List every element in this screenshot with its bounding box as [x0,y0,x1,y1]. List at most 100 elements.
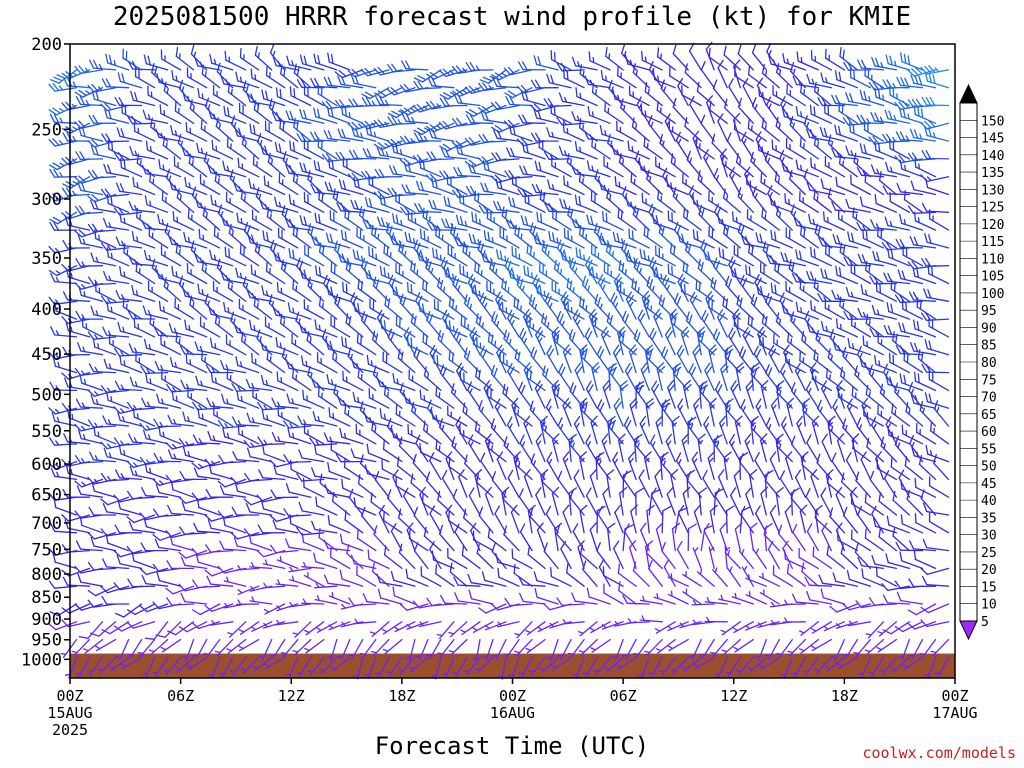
wind-barb [455,144,481,160]
barb-feather [296,79,303,89]
barb-feather [578,118,582,129]
wind-barb [275,336,299,356]
barb-feather [365,97,372,107]
barb-feather [377,190,385,199]
barb-feather [214,171,218,182]
wind-barb [810,50,833,71]
barb-feather [874,194,877,205]
wind-barb [889,138,911,160]
barb-feather [143,338,148,349]
barb-feather [761,63,765,75]
barb-feather [904,164,907,172]
barb-feather [591,137,594,148]
barb-feather [224,246,227,257]
barb-feather [566,70,569,81]
wind-barb [875,281,898,302]
wind-barb [656,100,676,124]
wind-barb [159,104,182,124]
barb-feather [817,97,824,107]
barb-feather [303,55,308,66]
wind-barb [660,79,676,107]
wind-barb [550,50,572,71]
barb-feather [603,184,607,191]
wind-barb [74,65,104,75]
barb-feather [440,147,446,158]
barb-feather [53,221,60,231]
barb-feather [185,353,188,364]
barb-feather [435,249,439,260]
barb-feather [478,82,485,92]
barb-feather [612,231,616,242]
wind-barb [641,50,663,71]
wind-barb [799,136,819,160]
barb-staff [689,103,702,124]
barb-feather [160,132,164,139]
barb-feather [139,214,142,221]
barb-feather [340,202,346,212]
barb-feather [800,82,803,93]
barb-feather [348,262,352,273]
barb-feather [767,157,771,164]
wind-barb [158,159,182,178]
wind-barb [493,200,520,213]
wind-barb [348,149,377,160]
barb-feather [314,319,318,330]
wind-barb [834,70,859,89]
barb-staff [306,339,325,356]
wind-barb [160,49,182,71]
wind-barb [884,109,911,124]
barb-feather [444,148,450,158]
barb-feather [427,77,433,87]
barb-feather [899,213,903,224]
barb-feather [721,154,724,165]
barb-feather [727,278,733,289]
barb-feather [388,165,394,175]
barb-feather [404,206,411,215]
barb-feather [184,319,187,330]
barb-feather [747,118,750,129]
wind-barb [130,90,156,107]
barb-feather [352,98,359,108]
wind-barb [751,97,767,124]
barb-feather [226,165,230,172]
barb-feather [387,272,390,279]
wind-barb [587,105,611,124]
wind-barb [350,199,377,213]
barb-feather [226,220,229,227]
barb-feather [399,149,403,156]
barb-feather [72,190,77,196]
barb-feather [865,230,868,241]
wind-barb [638,160,663,178]
barb-feather [117,206,125,216]
barb-feather [194,57,199,67]
wind-barb [464,85,494,95]
wind-barb [299,54,325,71]
barb-feather [110,306,113,313]
barb-feather [609,194,612,201]
barb-feather [71,158,77,164]
barb-feather [686,150,691,161]
barb-feather [87,223,95,233]
barb-feather [287,302,291,313]
barb-feather [520,215,525,226]
wind-barb [406,282,429,302]
wind-barb [765,292,780,320]
barb-feather [250,264,253,275]
barb-staff [275,314,299,320]
barb-feather [482,250,486,257]
barb-feather [374,333,379,344]
wind-barb [562,122,585,142]
barb-feather [115,236,121,246]
wind-barb [827,187,846,213]
barb-feather [846,116,854,126]
wind-barb [438,68,468,78]
wind-barb [842,116,872,126]
wind-barb [521,142,546,160]
barb-feather [586,214,590,225]
barb-feather [362,147,368,158]
wind-barb [465,62,494,71]
barb-feather [283,262,287,273]
barb-feather [618,181,621,188]
barb-feather [795,301,799,312]
barb-feather [419,181,425,192]
